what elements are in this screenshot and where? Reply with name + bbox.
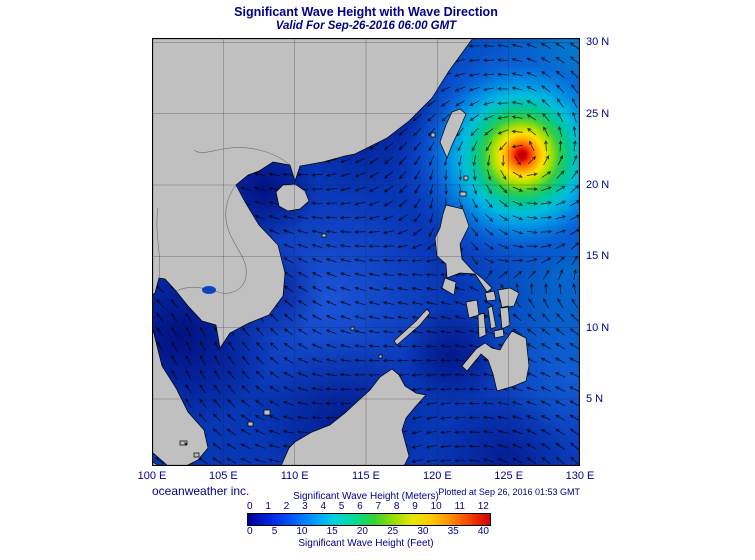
lat-label: 30 N <box>586 36 610 49</box>
feet-tick: 30 <box>417 526 429 537</box>
meters-tick: 9 <box>412 501 418 512</box>
wave-map-svg <box>152 38 580 466</box>
meters-tick: 5 <box>338 501 345 512</box>
lon-label: 105 E <box>208 470 238 482</box>
country-borders <box>156 147 291 294</box>
meters-tick: 1 <box>265 501 271 512</box>
meters-tick: 6 <box>357 501 363 512</box>
map-frame <box>152 38 580 466</box>
page-title: Significant Wave Height with Wave Direct… <box>234 5 498 19</box>
lon-label: 100 E <box>137 470 167 482</box>
meters-tick: 2 <box>283 501 290 512</box>
lat-label: 15 N <box>586 250 610 263</box>
lat-label: 5 N <box>586 393 604 406</box>
oceanweather-credit: oceanweather inc. <box>152 484 250 498</box>
meters-tick: 0 <box>247 501 253 512</box>
meters-tick: 12 <box>477 501 489 512</box>
lon-label: 120 E <box>422 470 452 482</box>
meters-tick: 4 <box>320 501 326 512</box>
legend-meters-ticks: 0 1 2 3 4 5 6 7 8 9 10 11 12 <box>247 501 489 512</box>
lat-axis-labels: 30 N 25 N 20 N 15 N 10 N 5 N <box>586 36 631 466</box>
lon-label: 125 E <box>494 470 524 482</box>
lon-axis-labels: 100 E 105 E 110 E 115 E 120 E 125 E 130 … <box>138 470 595 483</box>
lat-label: 20 N <box>586 179 610 192</box>
legend-meters-title: Significant Wave Height (Meters) <box>293 491 439 502</box>
feet-tick: 5 <box>271 526 278 537</box>
legend-feet-ticks: 0 5 10 15 20 25 30 35 40 <box>247 526 489 537</box>
lon-label: 130 E <box>565 470 595 482</box>
meters-tick: 7 <box>375 501 382 512</box>
colorbar <box>247 513 491 526</box>
lat-label: 10 N <box>586 321 610 334</box>
feet-tick: 20 <box>356 526 368 537</box>
meters-tick: 8 <box>393 501 400 512</box>
wave-map <box>152 38 580 466</box>
lat-label: 25 N <box>586 107 610 120</box>
valid-time-subtitle: Valid For Sep-26-2016 06:00 GMT <box>275 20 457 32</box>
graticule-gridlines <box>152 38 580 466</box>
meters-tick: 3 <box>302 501 308 512</box>
feet-tick: 10 <box>296 526 308 537</box>
feet-tick: 0 <box>247 526 253 537</box>
feet-tick: 15 <box>326 526 338 537</box>
meters-tick: 11 <box>454 501 465 512</box>
lon-label: 110 E <box>280 470 309 482</box>
feet-tick: 40 <box>477 526 489 537</box>
feet-tick: 25 <box>387 526 399 537</box>
plotted-timestamp: Plotted at Sep 26, 2016 01:53 GMT <box>438 487 580 497</box>
legend-feet-title: Significant Wave Height (Feet) <box>298 538 434 549</box>
feet-tick: 35 <box>447 526 459 537</box>
lon-label: 115 E <box>352 470 380 482</box>
meters-tick: 10 <box>430 501 442 512</box>
